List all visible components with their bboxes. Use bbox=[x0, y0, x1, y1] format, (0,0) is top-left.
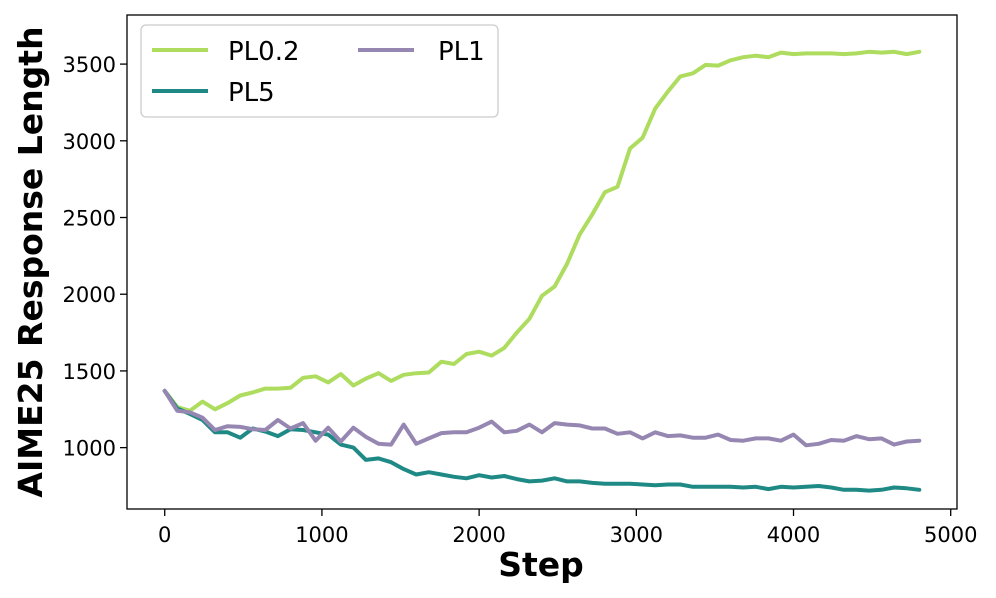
y-tick-label: 2500 bbox=[63, 207, 116, 231]
legend-label-pl5: PL5 bbox=[228, 78, 275, 108]
y-tick-label: 2000 bbox=[63, 283, 116, 307]
x-axis-ticks: 0 1000 2000 3000 4000 5000 bbox=[158, 509, 977, 547]
y-tick-label: 1000 bbox=[63, 437, 116, 461]
legend-label-pl0-2: PL0.2 bbox=[228, 37, 300, 67]
x-axis-title: Step bbox=[498, 545, 584, 584]
y-tick-label: 3500 bbox=[63, 53, 116, 77]
x-tick-label: 2000 bbox=[452, 523, 505, 547]
series-lines bbox=[162, 49, 922, 493]
series-line-pl0-2 bbox=[162, 49, 922, 413]
y-axis-ticks: 1000 1500 2000 2500 3000 3500 bbox=[63, 53, 127, 461]
legend: PL0.2 PL5 PL1 bbox=[140, 24, 499, 118]
y-tick-label: 3000 bbox=[63, 130, 116, 154]
y-tick-label: 1500 bbox=[63, 360, 116, 384]
x-tick-label: 3000 bbox=[610, 523, 663, 547]
y-axis-title: AIME25 Response Length bbox=[11, 26, 50, 497]
x-tick-label: 4000 bbox=[767, 523, 820, 547]
legend-label-pl1: PL1 bbox=[438, 37, 485, 67]
x-tick-label: 5000 bbox=[924, 523, 977, 547]
series-line-pl1 bbox=[162, 388, 922, 448]
x-tick-label: 1000 bbox=[295, 523, 348, 547]
plot-frame bbox=[126, 14, 958, 510]
x-tick-label: 0 bbox=[158, 523, 171, 547]
